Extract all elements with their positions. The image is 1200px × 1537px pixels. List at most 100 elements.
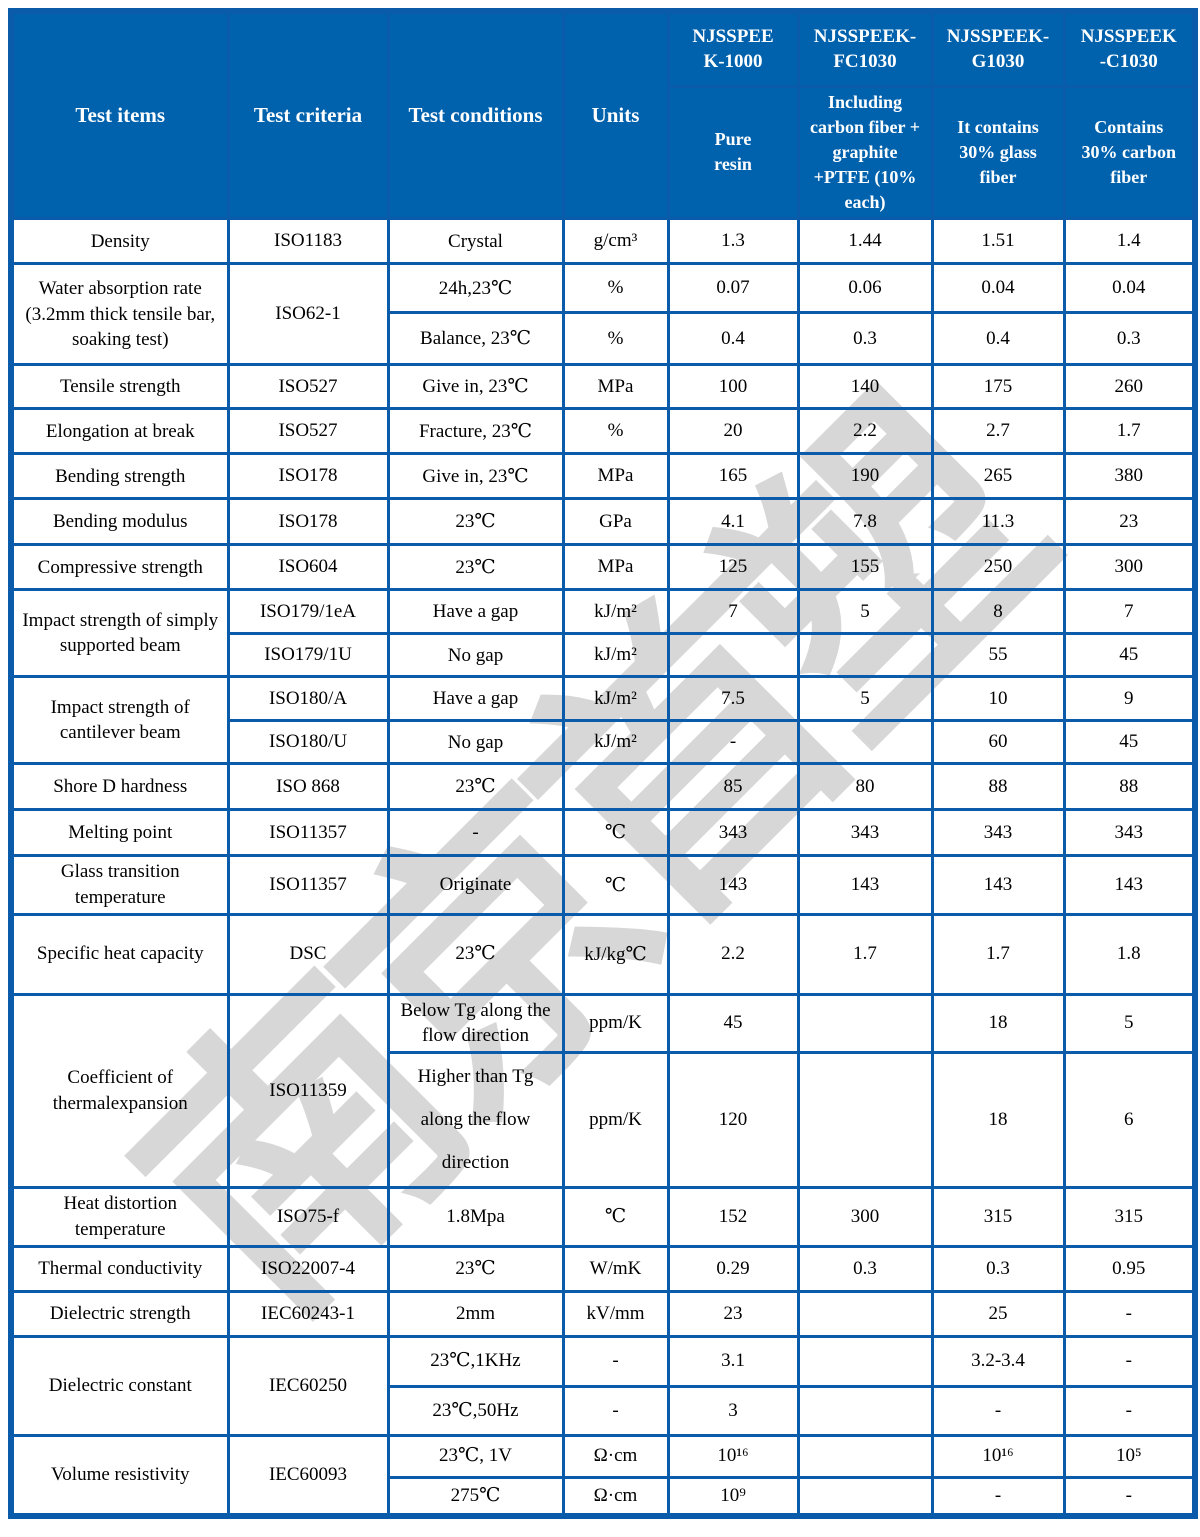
condition-cell: 23℃ (386, 543, 565, 592)
table-row: Bending strength ISO178 Give in, 23℃ MPa… (9, 452, 1197, 501)
unit-cell: % (561, 311, 670, 367)
table-row: Higher than Tg along the flow direction … (11, 1050, 1197, 1190)
header-row-products: Test items Test criteria Test conditions… (9, 9, 1197, 221)
value-cell: 5 (796, 675, 934, 723)
unit-cell: ℃ (561, 854, 670, 916)
condition-cell: 23℃ (386, 497, 565, 547)
value-cell (796, 1384, 934, 1437)
criteria-cell: ISO178 (226, 497, 390, 547)
col-header-product-fc1030: NJSSPEEK- FC1030 (796, 9, 934, 88)
value-cell: 80 (796, 762, 934, 812)
unit-cell: g/cm³ (561, 217, 670, 266)
unit-cell: MPa (561, 452, 670, 501)
value-cell: 1.51 (930, 217, 1066, 266)
criteria-cell: ISO1183 (226, 217, 390, 266)
test-item-cell: Bending modulus (9, 497, 230, 547)
product-desc-c1030: Contains 30% carbon fiber (1062, 84, 1197, 221)
value-cell: 0.4 (930, 311, 1066, 367)
value-cell: 380 (1062, 452, 1197, 501)
value-cell: 2.2 (796, 407, 934, 456)
value-cell: 155 (796, 543, 934, 592)
condition-cell: Have a gap (386, 588, 565, 636)
test-item-cell: Density (9, 217, 230, 266)
value-cell: 0.07 (666, 262, 800, 315)
unit-cell: MPa (561, 543, 670, 592)
criteria-cell: ISO180/A (226, 675, 390, 723)
value-cell (796, 632, 934, 679)
table-row: Specific heat capacity DSC 23℃ kJ/kg℃ 2.… (9, 912, 1197, 996)
value-cell: 11.3 (930, 497, 1066, 547)
unit-cell: ℃ (561, 808, 670, 858)
value-cell: 315 (1062, 1186, 1197, 1248)
value-cell: 60 (930, 719, 1066, 766)
test-item-cell: Melting point (9, 808, 230, 858)
criteria-cell: ISO178 (226, 452, 390, 501)
value-cell: 2.7 (930, 407, 1066, 456)
condition-cell: Originate (386, 854, 565, 916)
unit-cell: MPa (561, 363, 670, 411)
condition-cell: Have a gap (386, 675, 565, 723)
unit-cell: GPa (561, 497, 670, 547)
value-cell: 7.5 (666, 675, 800, 723)
test-item-cell: Heat distortion temperature (9, 1186, 230, 1248)
col-header-product-c1030: NJSSPEEK -C1030 (1062, 9, 1197, 88)
table-row: ISO180/U No gap kJ/m² - 60 45 (11, 719, 1197, 766)
criteria-cell: ISO179/1U (226, 632, 390, 679)
table-row: Melting point ISO11357 - ℃ 343 343 343 3… (9, 808, 1197, 858)
value-cell: 0.95 (1062, 1244, 1197, 1293)
value-cell: 9 (1062, 675, 1197, 723)
unit-cell: - (561, 1334, 670, 1388)
criteria-cell: ISO22007-4 (226, 1244, 390, 1293)
value-cell (796, 1050, 934, 1190)
table-row: Shore D hardness ISO 868 23℃ 85 80 88 88 (9, 762, 1197, 812)
table-header: Test items Test criteria Test conditions… (9, 9, 1197, 221)
test-item-cell: Tensile strength (9, 363, 230, 411)
value-cell: 143 (796, 854, 934, 916)
condition-cell: 23℃,1KHz (386, 1334, 565, 1388)
unit-cell: Ω·cm (561, 1475, 670, 1518)
value-cell: 5 (796, 588, 934, 636)
value-cell: 175 (930, 363, 1066, 411)
table-row: Thermal conductivity ISO22007-4 23℃ W/mK… (9, 1244, 1197, 1293)
col-header-test-criteria: Test criteria (226, 9, 390, 221)
header-row-descriptions: Pure resin Including carbon fiber + grap… (11, 84, 1197, 221)
value-cell: 143 (666, 854, 800, 916)
condition-cell: Balance, 23℃ (386, 311, 565, 367)
test-item-cell: Volume resistivity (9, 1433, 230, 1518)
value-cell: 10¹⁶ (930, 1433, 1066, 1479)
test-item-cell: Thermal conductivity (9, 1244, 230, 1293)
col-header-test-items: Test items (9, 9, 230, 221)
value-cell: 100 (666, 363, 800, 411)
value-cell: 7.8 (796, 497, 934, 547)
unit-cell: kJ/m² (561, 588, 670, 636)
table-row: Tensile strength ISO527 Give in, 23℃ MPa… (9, 363, 1197, 411)
table-row: Impact strength of cantilever beam ISO18… (9, 675, 1197, 766)
unit-cell (561, 762, 670, 812)
condition-cell: 23℃ (386, 1244, 565, 1293)
condition-cell: 23℃,50Hz (386, 1384, 565, 1437)
value-cell: 88 (930, 762, 1066, 812)
value-cell: 0.3 (796, 1244, 934, 1293)
value-cell: 3.1 (666, 1334, 800, 1388)
condition-cell: - (386, 808, 565, 858)
condition-cell: 2mm (386, 1289, 565, 1338)
test-item-cell: Bending strength (9, 452, 230, 501)
value-cell: 300 (796, 1186, 934, 1248)
criteria-cell: ISO527 (226, 363, 390, 411)
product-desc-fc1030: Including carbon fiber + graphite +PTFE … (796, 84, 934, 221)
table-row: Bending modulus ISO178 23℃ GPa 4.1 7.8 1… (9, 497, 1197, 547)
test-item-cell: Specific heat capacity (9, 912, 230, 996)
table-row: Impact strength of simply supported beam… (9, 588, 1197, 679)
condition-cell: Higher than Tg along the flow direction (386, 1050, 565, 1190)
condition-cell: Fracture, 23℃ (386, 407, 565, 456)
value-cell: 4.1 (666, 497, 800, 547)
col-header-product-g1030: NJSSPEEK- G1030 (930, 9, 1066, 88)
unit-cell: - (561, 1384, 670, 1437)
value-cell: 0.3 (930, 1244, 1066, 1293)
value-cell: 10⁵ (1062, 1433, 1197, 1479)
criteria-cell: ISO11357 (226, 808, 390, 858)
table-row: Dielectric strength IEC60243-1 2mm kV/mm… (9, 1289, 1197, 1338)
value-cell: 3 (666, 1384, 800, 1437)
unit-cell: ℃ (561, 1186, 670, 1248)
value-cell: 10 (930, 675, 1066, 723)
